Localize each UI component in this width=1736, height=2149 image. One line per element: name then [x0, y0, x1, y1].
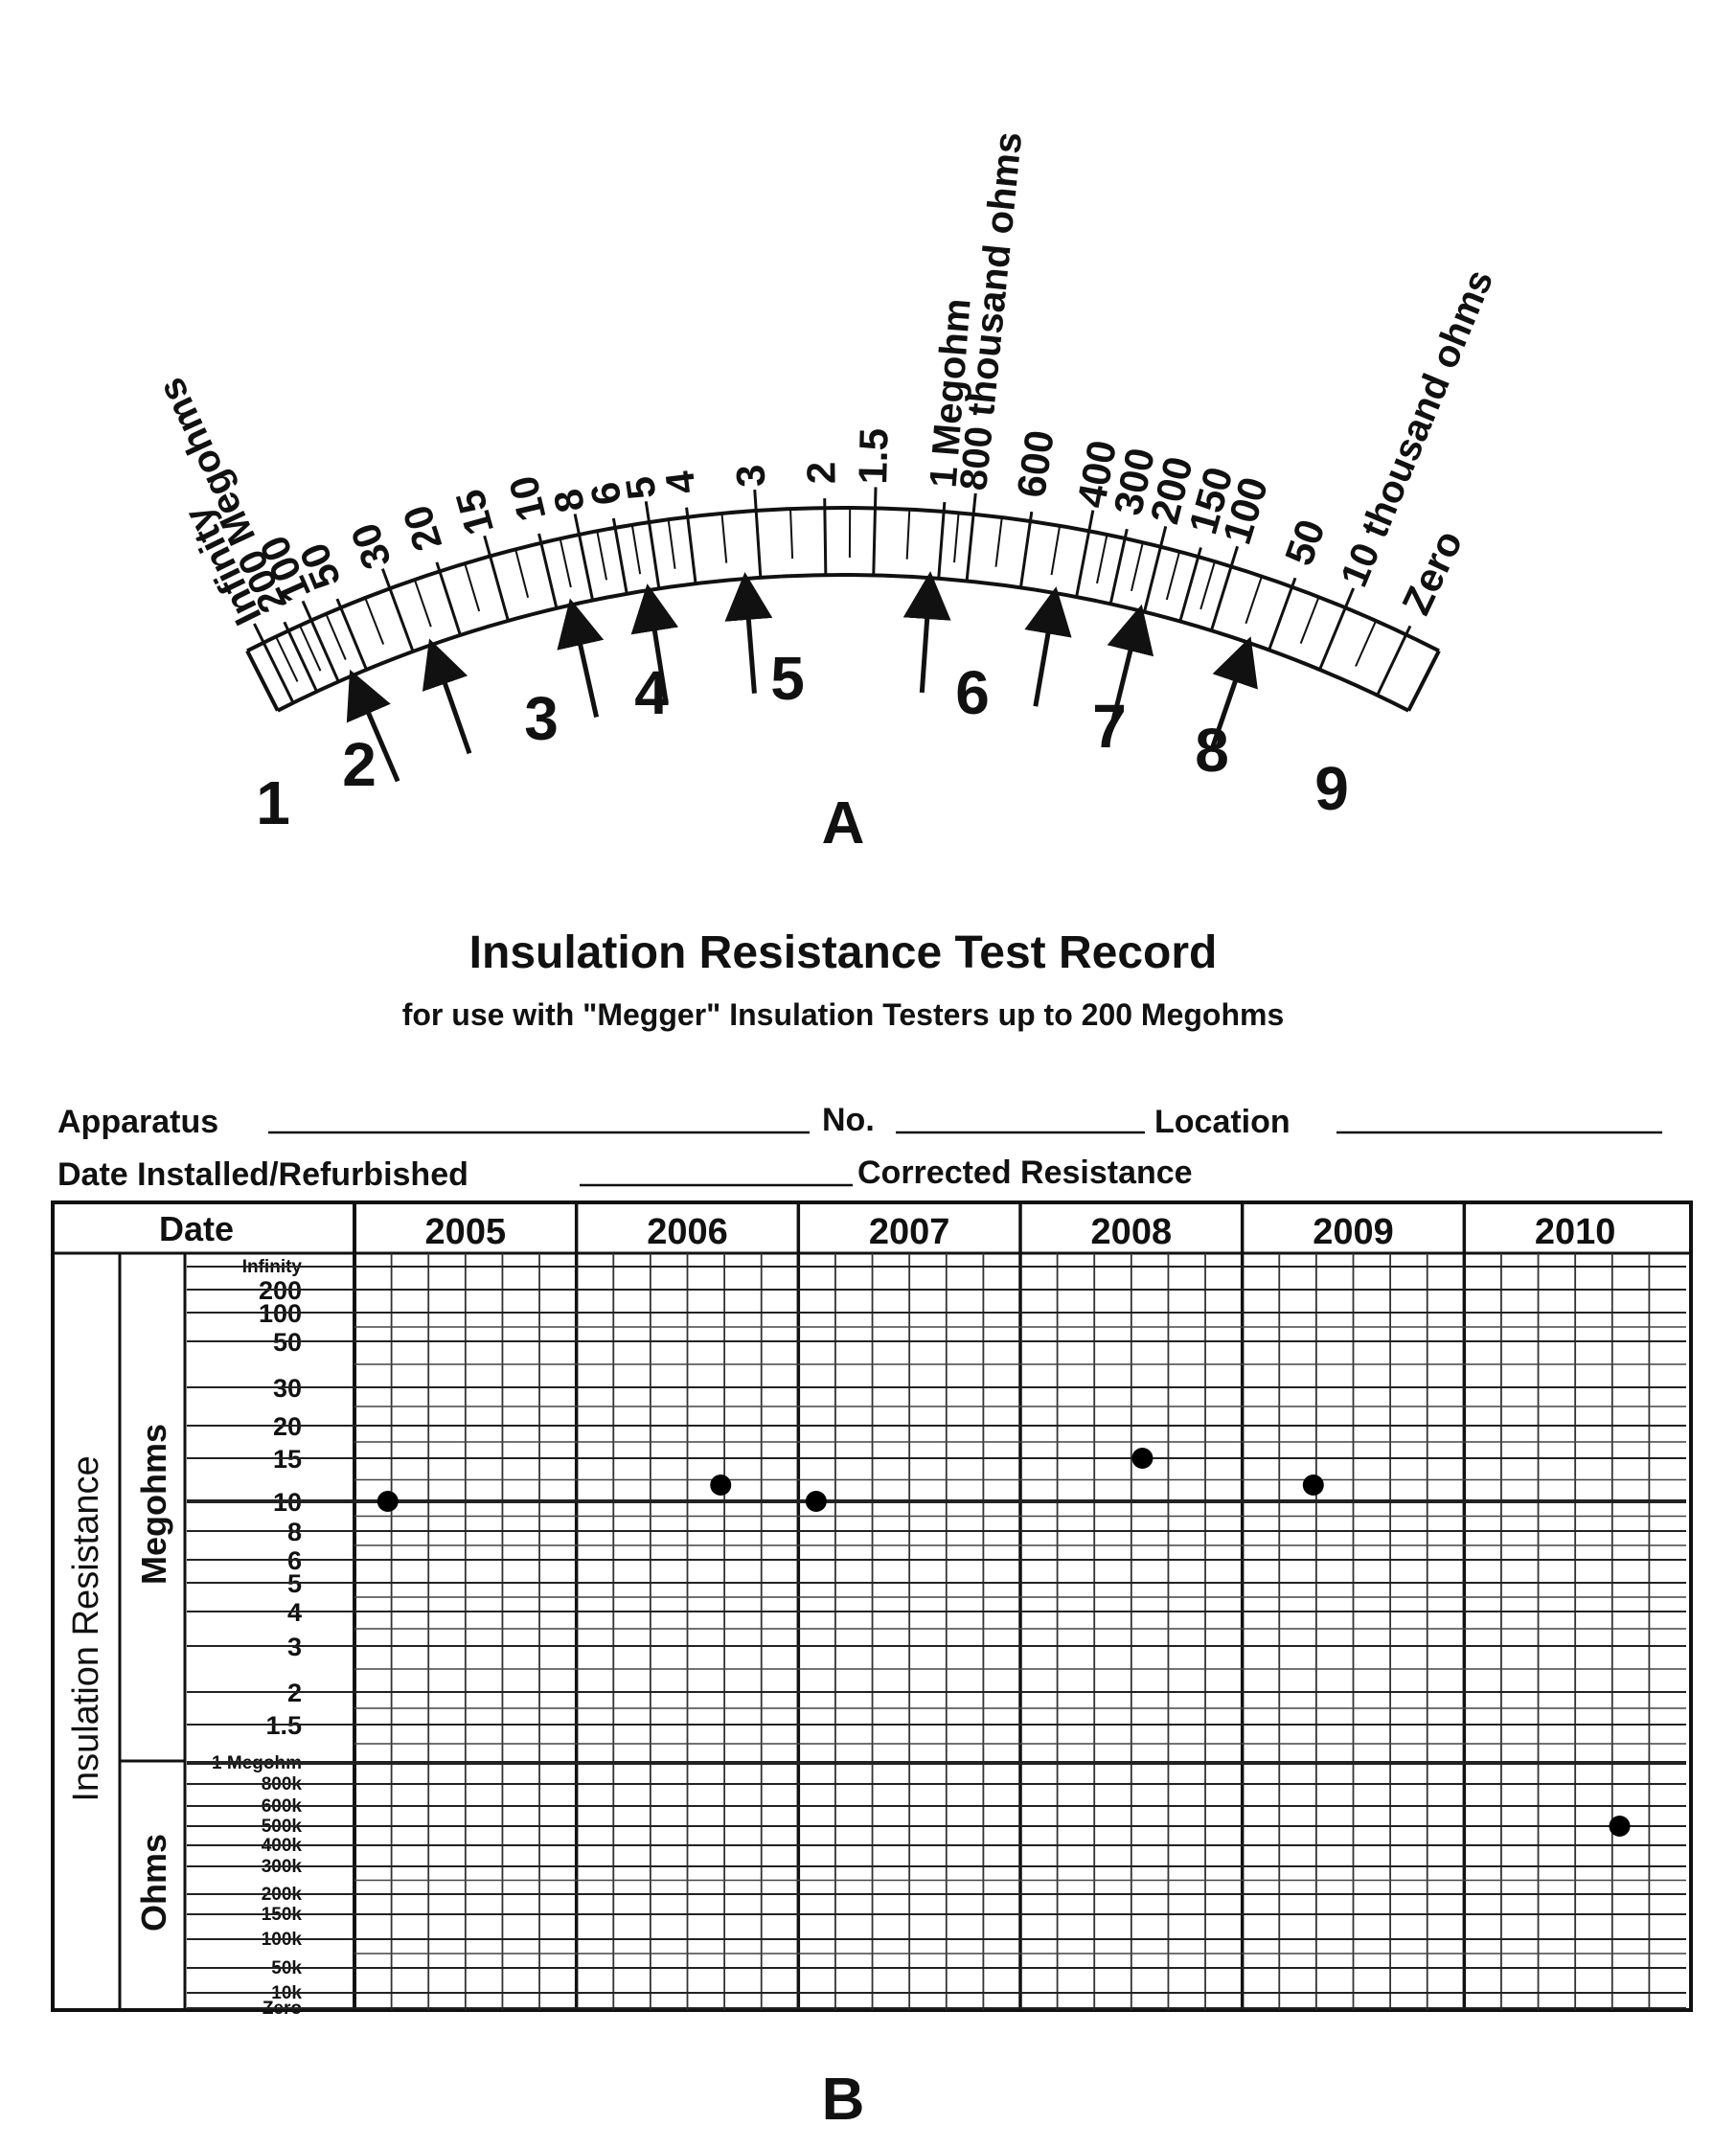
scale-tick-minor: [415, 580, 431, 627]
scale-tick-major: [1180, 547, 1201, 621]
scale-label: 2: [798, 461, 843, 484]
scale-tick-major: [337, 599, 367, 670]
scale-tick-minor: [515, 549, 528, 597]
scale-tick-major: [687, 508, 696, 583]
reading-point-2007: [806, 1491, 827, 1512]
scale-tick-minor: [1167, 552, 1179, 600]
year-header: 2010: [1535, 1212, 1616, 1252]
scale-tick-major: [1077, 511, 1093, 597]
scale-tick-major: [939, 502, 945, 579]
scale-tick-major: [646, 501, 659, 588]
panel-a-label: A: [822, 790, 865, 857]
scale-tick-minor: [1097, 535, 1107, 583]
scale-tick-major: [1020, 512, 1031, 587]
arc-end-cap-right: [1408, 651, 1439, 710]
scale-tick-minor: [365, 598, 383, 644]
arrow-number: 1: [256, 768, 290, 837]
scale-tick-major: [1378, 626, 1410, 695]
scale-tick-major: [539, 534, 557, 608]
pointer-arrow: [434, 652, 469, 754]
insulation-resistance-label: Insulation Resistance: [66, 1455, 106, 1801]
scale-label: 30: [342, 517, 400, 575]
date-header: Date: [159, 1209, 234, 1248]
scale-tick-minor: [669, 519, 675, 569]
arrow-number: 3: [524, 684, 559, 753]
scale-tick-minor: [465, 563, 479, 611]
scale-label: 15: [446, 485, 502, 540]
scale-tick-minor: [954, 513, 959, 562]
scale-tick-major: [1211, 546, 1237, 630]
year-header: 2008: [1091, 1212, 1173, 1252]
location-label: Location: [1154, 1104, 1291, 1140]
scale-label: Zero: [1393, 523, 1471, 621]
year-header: 2007: [869, 1212, 950, 1252]
pointer-arrow: [573, 612, 596, 717]
scale-tick-minor: [1356, 621, 1376, 667]
scale-tick-minor: [326, 614, 345, 660]
scale-label: 50: [1276, 514, 1334, 571]
megohms-label: Megohms: [134, 1424, 173, 1585]
scale-tick-minor: [721, 514, 726, 563]
apparatus-label: Apparatus: [57, 1104, 218, 1140]
scale-tick-major: [825, 498, 826, 575]
scale-tick-major: [285, 622, 317, 692]
scale-tick-minor: [1301, 597, 1319, 643]
scale-tick-minor: [1245, 577, 1262, 624]
reading-point-2006: [710, 1475, 731, 1496]
scale-tick-minor: [907, 510, 910, 560]
date-installed-label: Date Installed/Refurbished: [57, 1156, 468, 1193]
reading-point-2009: [1303, 1475, 1324, 1496]
arrow-number: 5: [770, 644, 805, 713]
scale-tick-minor: [560, 538, 571, 587]
arrow-number: 7: [1092, 692, 1127, 761]
scale-tick-minor: [790, 509, 792, 559]
pointer-arrow: [922, 585, 929, 693]
scale-tick-major: [755, 490, 761, 578]
scale-tick-minor: [1200, 561, 1215, 609]
scale-tick-major: [575, 514, 592, 600]
ohms-label: Ohms: [134, 1834, 173, 1932]
scale-tick-major: [967, 493, 975, 582]
scale-tick-major: [613, 518, 627, 594]
scale-label: 20: [394, 500, 450, 557]
scale-label: 10 thousand ohms: [1333, 263, 1501, 592]
scale-label: 3: [727, 463, 773, 488]
reading-point-2008: [1131, 1448, 1153, 1469]
scale-label: 1.5: [850, 427, 896, 485]
scale-tick-minor: [597, 531, 606, 580]
scale-tick-major: [1144, 526, 1165, 611]
record-title: Insulation Resistance Test Record: [469, 927, 1218, 978]
scale-tick-minor: [632, 525, 640, 574]
scale-tick-major: [1110, 529, 1127, 604]
arrow-number: 4: [634, 658, 669, 727]
arrow-number: 9: [1314, 754, 1349, 823]
panel-b-label: B: [822, 2067, 865, 2133]
scale-tick-minor: [995, 517, 1001, 567]
scale-tick-major: [1269, 578, 1295, 650]
arrow-number: 6: [955, 658, 990, 727]
scale-tick-minor: [1131, 542, 1143, 591]
scale-tick-minor: [1052, 526, 1061, 575]
pointer-arrow: [746, 586, 755, 694]
scale-tick-major: [485, 536, 509, 621]
scale-label: 4: [656, 469, 704, 496]
corrected-label: Corrected Resistance: [857, 1155, 1193, 1191]
pointer-arrow: [1036, 601, 1054, 706]
year-header: 2006: [647, 1212, 728, 1252]
scale-tick-major: [874, 487, 876, 575]
scale-tick-major: [437, 562, 461, 635]
scale-label: 600: [1008, 427, 1062, 500]
arrow-number: 2: [342, 730, 377, 799]
reading-point-2010: [1610, 1816, 1631, 1837]
year-header: 2005: [425, 1212, 507, 1252]
no-label: No.: [822, 1102, 875, 1138]
record-subtitle: for use with "Megger" Insulation Testers…: [402, 997, 1285, 1032]
reading-point-2005: [377, 1491, 399, 1512]
test-record-form: Insulation Resistance Test Record for us…: [53, 927, 1691, 2133]
year-header: 2009: [1313, 1212, 1394, 1252]
